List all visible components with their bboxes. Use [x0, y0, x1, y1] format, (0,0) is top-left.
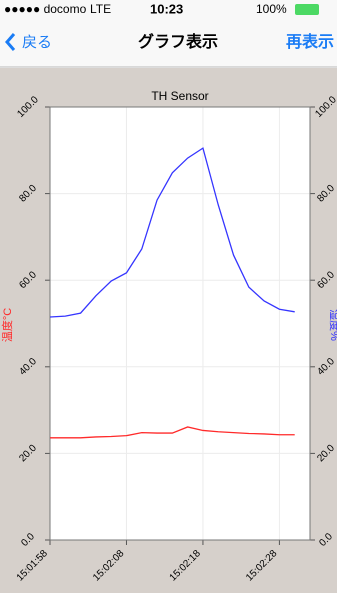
- y2-axis-label: 湿度%: [328, 309, 337, 341]
- nav-title: グラフ表示: [138, 32, 218, 51]
- top-bar-bg: [0, 0, 337, 67]
- battery-icon: [295, 4, 319, 15]
- line-series: [49, 147, 295, 318]
- clock: 10:23: [150, 1, 183, 16]
- chart-title: TH Sensor: [151, 89, 208, 103]
- reload-button[interactable]: 再表示: [286, 32, 334, 51]
- back-chevron[interactable]: [5, 33, 16, 51]
- battery-text: 100%: [256, 2, 287, 16]
- network: LTE: [90, 2, 111, 16]
- y-axis-label: 温度°C: [0, 308, 14, 342]
- back-button[interactable]: 戻る: [22, 34, 52, 51]
- line-series: [50, 426, 295, 439]
- plot-area: [50, 107, 310, 540]
- carrier: ●●●●● docomo: [4, 2, 87, 16]
- plot-frame: [49, 106, 311, 541]
